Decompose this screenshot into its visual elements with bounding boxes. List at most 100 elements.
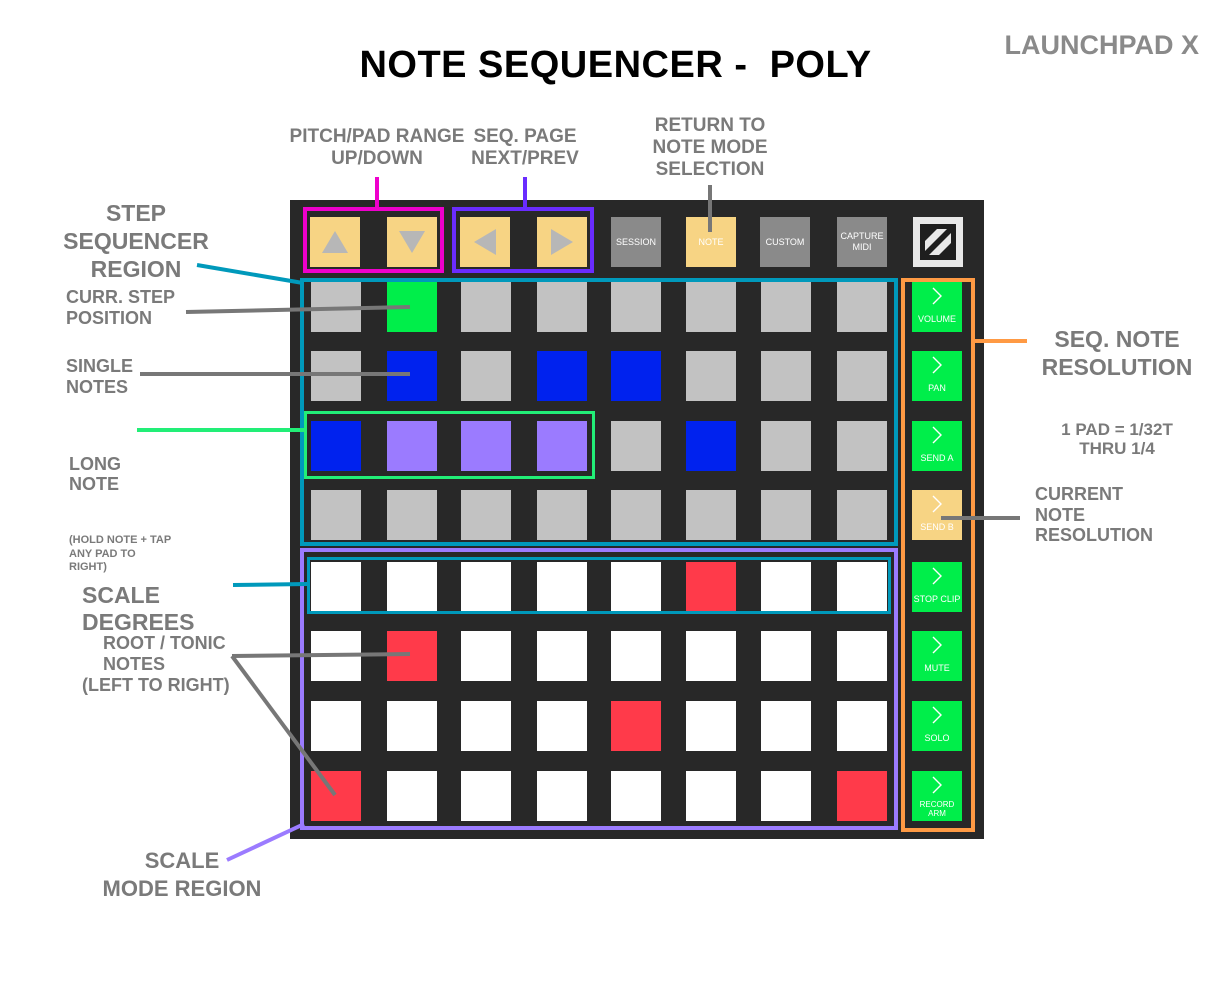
pad-r5-c1[interactable]	[311, 562, 361, 612]
pad-r3-c5[interactable]	[611, 421, 661, 471]
pad-r7-c8[interactable]	[837, 701, 887, 751]
pointer-scale-mode	[226, 822, 305, 862]
capture-midi-button[interactable]: CAPTURE MIDI	[837, 217, 887, 267]
pad-r6-c7[interactable]	[761, 631, 811, 681]
pad-r7-c7[interactable]	[761, 701, 811, 751]
pad-r3-c8[interactable]	[837, 421, 887, 471]
page-prev-button[interactable]	[460, 217, 510, 267]
pad-r3-c7[interactable]	[761, 421, 811, 471]
chevron-right-icon	[932, 287, 942, 305]
label-scale-degrees-hint: (LEFT TO RIGHT)	[82, 674, 230, 695]
side-button-label: MUTE	[924, 663, 950, 674]
step-sequencer-region-box	[300, 278, 898, 546]
pad-r5-c4[interactable]	[537, 562, 587, 612]
pad-r3-c1[interactable]	[311, 421, 361, 471]
pointer-curr-step	[185, 305, 411, 314]
pad-r2-c5[interactable]	[611, 351, 661, 401]
pad-r1-c8[interactable]	[837, 282, 887, 332]
pad-r4-c3[interactable]	[461, 490, 511, 540]
pad-r6-c6[interactable]	[686, 631, 736, 681]
label-scale-mode-region: SCALE MODE REGION	[102, 848, 262, 901]
pad-r4-c2[interactable]	[387, 490, 437, 540]
pad-r4-c5[interactable]	[611, 490, 661, 540]
pad-r1-c6[interactable]	[686, 282, 736, 332]
pad-r3-c3[interactable]	[461, 421, 511, 471]
pad-r4-c1[interactable]	[311, 490, 361, 540]
pad-r6-c5[interactable]	[611, 631, 661, 681]
pad-r2-c3[interactable]	[461, 351, 511, 401]
pad-r8-c7[interactable]	[761, 771, 811, 821]
pad-r2-c7[interactable]	[761, 351, 811, 401]
pad-r5-c8[interactable]	[837, 562, 887, 612]
pad-r8-c5[interactable]	[611, 771, 661, 821]
chevron-right-icon	[932, 426, 942, 444]
pad-r4-c7[interactable]	[761, 490, 811, 540]
label-seq-note-resolution-hint: 1 PAD = 1/32T THRU 1/4	[1061, 419, 1173, 459]
novation-logo[interactable]	[913, 217, 963, 267]
label-long-note-hint: (HOLD NOTE + TAP ANY PAD TO RIGHT)	[69, 533, 172, 574]
chevron-right-icon	[932, 567, 942, 585]
novation-logo-icon	[920, 224, 956, 260]
pad-r8-c1[interactable]	[311, 771, 361, 821]
pad-r1-c7[interactable]	[761, 282, 811, 332]
pad-r8-c4[interactable]	[537, 771, 587, 821]
pad-r7-c6[interactable]	[686, 701, 736, 751]
pad-r5-c3[interactable]	[461, 562, 511, 612]
pad-r6-c4[interactable]	[537, 631, 587, 681]
custom-button[interactable]: CUSTOM	[760, 217, 810, 267]
pad-r7-c5[interactable]	[611, 701, 661, 751]
label-single-notes: SINGLE NOTES	[66, 356, 134, 397]
chevron-right-icon	[932, 636, 942, 654]
side-button-6[interactable]: MUTE	[912, 631, 962, 681]
side-button-1[interactable]: VOLUME	[912, 282, 962, 332]
pad-r5-c6[interactable]	[686, 562, 736, 612]
pad-r7-c2[interactable]	[387, 701, 437, 751]
pad-r3-c6[interactable]	[686, 421, 736, 471]
pitch-up-button[interactable]	[310, 217, 360, 267]
side-button-2[interactable]: PAN	[912, 351, 962, 401]
side-button-7[interactable]: SOLO	[912, 701, 962, 751]
pad-r4-c8[interactable]	[837, 490, 887, 540]
pad-r8-c8[interactable]	[837, 771, 887, 821]
brand-label: LAUNCHPAD X	[1004, 30, 1200, 60]
side-button-5[interactable]: STOP CLIP	[912, 562, 962, 612]
pad-r8-c6[interactable]	[686, 771, 736, 821]
long-note-box	[304, 411, 595, 479]
seq-page-box	[452, 207, 594, 273]
pad-r4-c6[interactable]	[686, 490, 736, 540]
triangle-down-icon	[399, 231, 425, 253]
label-scale-degrees-block: SCALE DEGREES (LEFT TO RIGHT)	[82, 545, 230, 714]
pad-r2-c6[interactable]	[686, 351, 736, 401]
label-return-to-note: RETURN TO NOTE MODE SELECTION	[652, 115, 768, 180]
side-button-label: PAN	[928, 383, 946, 394]
pad-r7-c3[interactable]	[461, 701, 511, 751]
side-button-3[interactable]: SEND A	[912, 421, 962, 471]
pad-r1-c5[interactable]	[611, 282, 661, 332]
session-button[interactable]: SESSION	[611, 217, 661, 267]
pad-r8-c2[interactable]	[387, 771, 437, 821]
pad-r7-c4[interactable]	[537, 701, 587, 751]
chevron-right-icon	[932, 356, 942, 374]
label-current-note-resolution: CURRENT NOTE RESOLUTION	[1035, 484, 1154, 546]
pad-r7-c1[interactable]	[311, 701, 361, 751]
pad-r3-c4[interactable]	[537, 421, 587, 471]
page-title: NOTE SEQUENCER - POLY	[359, 44, 872, 86]
pad-r6-c8[interactable]	[837, 631, 887, 681]
page-next-button[interactable]	[537, 217, 587, 267]
pad-r1-c3[interactable]	[461, 282, 511, 332]
pad-r3-c2[interactable]	[387, 421, 437, 471]
pitch-down-button[interactable]	[387, 217, 437, 267]
side-button-4[interactable]: SEND B	[912, 490, 962, 540]
pad-r5-c2[interactable]	[387, 562, 437, 612]
pad-r8-c3[interactable]	[461, 771, 511, 821]
pad-r1-c4[interactable]	[537, 282, 587, 332]
pad-r6-c3[interactable]	[461, 631, 511, 681]
triangle-right-icon	[551, 229, 573, 255]
pad-r5-c5[interactable]	[611, 562, 661, 612]
pad-r5-c7[interactable]	[761, 562, 811, 612]
pad-r2-c8[interactable]	[837, 351, 887, 401]
pad-r2-c4[interactable]	[537, 351, 587, 401]
pad-r4-c4[interactable]	[537, 490, 587, 540]
side-button-8[interactable]: RECORD ARM	[912, 771, 962, 821]
scale-degrees-row-box	[307, 557, 891, 614]
